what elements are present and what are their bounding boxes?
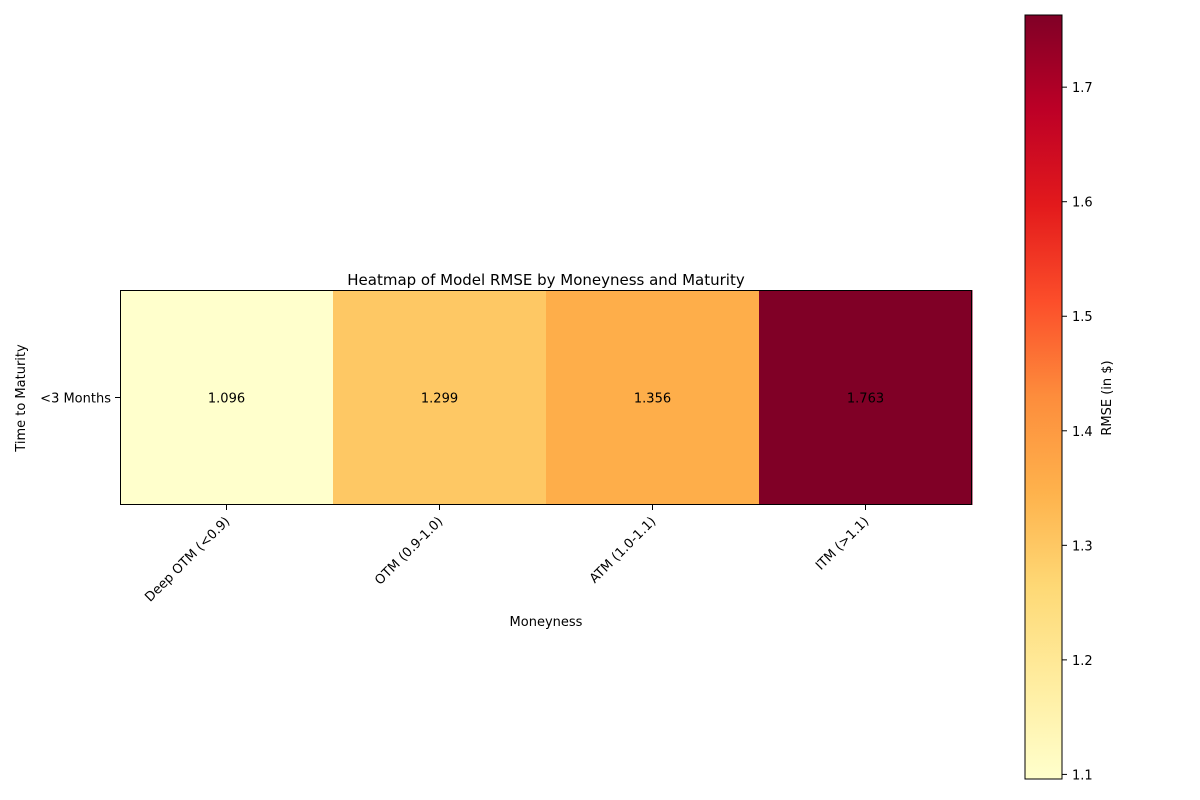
x-tick-label: ITM (>1.1)	[813, 514, 872, 573]
cell-value-label: 1.356	[634, 392, 671, 407]
colorbar-tick-label: 1.4	[1072, 425, 1093, 440]
colorbar-tick-label: 1.5	[1072, 310, 1093, 325]
cell-value-label: 1.763	[847, 392, 884, 407]
colorbar-ticks: 1.1 1.2 1.3 1.4 1.5 1.6 1.7	[1062, 81, 1093, 783]
plot-frame	[120, 290, 972, 505]
heatmap-cell-labels: 1.096 1.299 1.356 1.763	[208, 392, 884, 407]
x-axis-ticks: Deep OTM (<0.9) OTM (0.9-1.0) ATM (1.0-1.1…	[142, 505, 872, 605]
colorbar-tick-label: 1.3	[1072, 539, 1093, 554]
heatmap-cell	[546, 290, 760, 505]
colorbar-tick-label: 1.7	[1072, 81, 1093, 96]
chart-title: Heatmap of Model RMSE by Moneyness and M…	[347, 271, 745, 289]
x-tick-label: OTM (0.9-1.0)	[372, 514, 446, 588]
heatmap-cell	[759, 290, 973, 505]
y-axis-ticks: <3 Months	[40, 392, 120, 407]
heatmap-cell	[120, 290, 334, 505]
heatmap-cell	[333, 290, 547, 505]
cell-value-label: 1.096	[208, 392, 245, 407]
colorbar-tick-label: 1.1	[1072, 768, 1093, 783]
heatmap-cells	[120, 290, 973, 505]
y-tick-label: <3 Months	[40, 392, 111, 407]
colorbar-label: RMSE (in $)	[1100, 360, 1115, 435]
y-axis-label: Time to Maturity	[14, 344, 29, 453]
cell-value-label: 1.299	[421, 392, 458, 407]
x-tick-label: Deep OTM (<0.9)	[142, 514, 233, 605]
x-axis-label: Moneyness	[510, 615, 583, 630]
colorbar-tick-label: 1.6	[1072, 196, 1093, 211]
x-tick-label: ATM (1.0-1.1)	[587, 514, 659, 586]
colorbar-tick-label: 1.2	[1072, 654, 1093, 669]
colorbar	[1024, 14, 1063, 780]
